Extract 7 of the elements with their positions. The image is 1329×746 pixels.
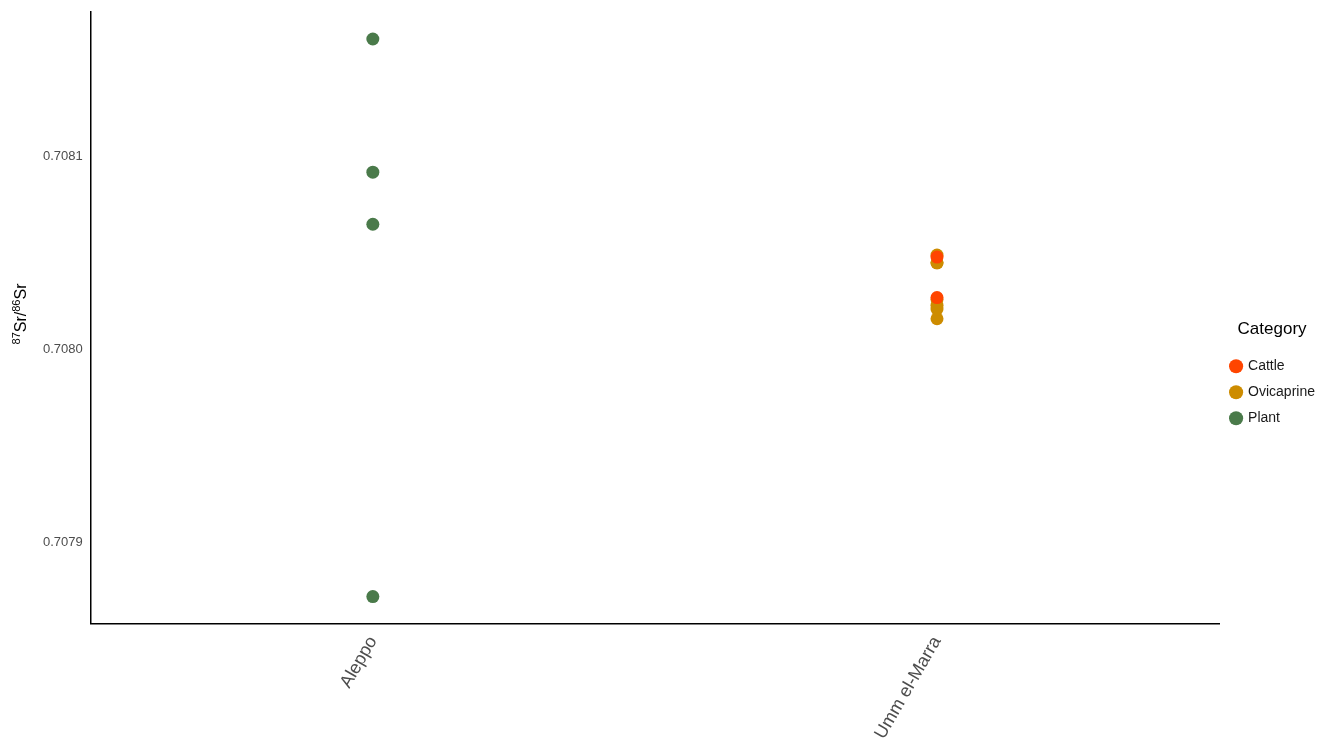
legend-title: Category	[1237, 318, 1308, 338]
legend-label: Plant	[1248, 409, 1281, 426]
y-tick-label: 0.7079	[43, 534, 83, 550]
legend-label: Ovicaprine	[1248, 383, 1316, 400]
y-tick-label: 0.7081	[43, 148, 83, 164]
y-tick-label: 0.7080	[43, 341, 83, 357]
legend-label: Cattle	[1248, 357, 1285, 374]
